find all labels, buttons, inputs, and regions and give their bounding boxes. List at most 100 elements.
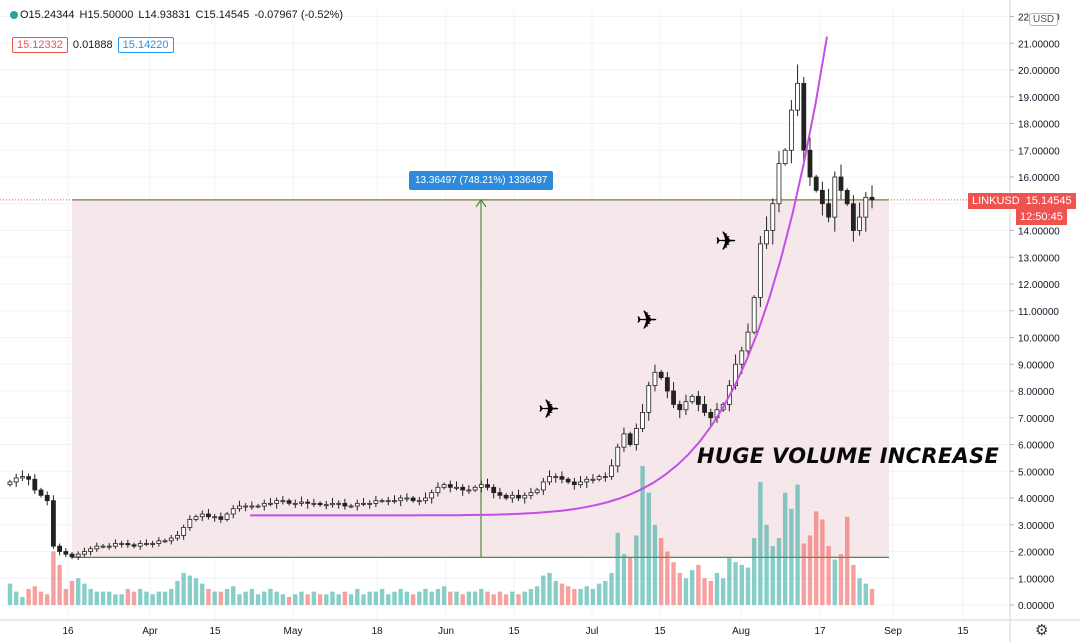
volume-bar bbox=[782, 492, 788, 605]
low-value: L14.93831 bbox=[138, 9, 191, 21]
currency-badge[interactable]: USD bbox=[1029, 13, 1059, 26]
volume-bar bbox=[144, 591, 149, 605]
candle-body bbox=[478, 484, 484, 488]
candle-body bbox=[367, 502, 373, 505]
time-tick-label: 15 bbox=[654, 626, 666, 637]
volume-bar bbox=[665, 551, 670, 605]
measure-label[interactable]: 13.36497 (748.21%) 1336497 bbox=[409, 171, 554, 190]
volume-bar bbox=[553, 580, 558, 605]
buy-button[interactable]: 15.14220 bbox=[117, 37, 174, 53]
candle-body bbox=[75, 553, 81, 558]
price-tick-label: 3.00000 bbox=[1018, 521, 1055, 532]
volume-bar bbox=[466, 591, 472, 605]
volume-bar bbox=[720, 578, 726, 605]
candle-body bbox=[633, 428, 639, 445]
volume-bar bbox=[826, 546, 831, 605]
last-price-label: LINKUSD 15.14545 bbox=[968, 193, 1076, 209]
price-tick-label: 19.00000 bbox=[1018, 93, 1060, 104]
volume-bar bbox=[565, 586, 571, 605]
volume-bar bbox=[150, 594, 155, 605]
time-axis[interactable]: 16 Apr 15 May 18 Jun 15 Jul 15 Aug 17 Sep 15 bbox=[62, 626, 969, 637]
candle-body bbox=[82, 551, 87, 555]
candle-body bbox=[416, 500, 422, 503]
volume-bar bbox=[683, 578, 689, 605]
volume-bar bbox=[603, 580, 608, 605]
volume-bar bbox=[262, 591, 267, 605]
volume-bar bbox=[317, 594, 323, 605]
candle-body bbox=[144, 543, 149, 545]
candle-body bbox=[757, 243, 763, 298]
volume-bar bbox=[404, 591, 410, 605]
volume-bar bbox=[268, 588, 273, 605]
candle-body bbox=[379, 500, 385, 503]
gear-icon[interactable]: ⚙ bbox=[1035, 622, 1049, 639]
candle-body bbox=[268, 502, 273, 505]
volume-bar bbox=[311, 591, 317, 605]
volume-bar bbox=[94, 591, 100, 605]
volume-bars bbox=[7, 465, 875, 605]
volume-bar bbox=[572, 588, 577, 605]
volume-bar bbox=[863, 583, 868, 605]
volume-bar bbox=[435, 588, 441, 605]
volume-bar bbox=[379, 588, 385, 605]
candle-body bbox=[44, 494, 50, 502]
volume-bar bbox=[169, 588, 174, 605]
candle-body bbox=[162, 540, 168, 543]
candle-body bbox=[51, 500, 56, 547]
sell-button[interactable]: 15.12332 bbox=[12, 37, 68, 53]
time-tick-label: May bbox=[284, 626, 303, 637]
candle-body bbox=[175, 535, 180, 539]
volume-bar bbox=[361, 594, 366, 605]
candle-body bbox=[739, 350, 745, 365]
price-tick-label: 2.00000 bbox=[1018, 548, 1055, 559]
volume-bar bbox=[212, 591, 217, 605]
candle-body bbox=[38, 489, 44, 496]
candle-body bbox=[553, 476, 559, 479]
annotation-text: HUGE VOLUME INCREASE bbox=[697, 444, 1000, 468]
candle-body bbox=[423, 497, 428, 502]
candle-body bbox=[156, 540, 162, 544]
parabolic-curve bbox=[250, 36, 828, 517]
candle-body bbox=[596, 476, 602, 480]
candle-body bbox=[392, 500, 397, 503]
volume-bar bbox=[832, 559, 837, 605]
candle-body bbox=[497, 492, 503, 496]
candle-body bbox=[57, 545, 63, 552]
volume-bar bbox=[441, 586, 447, 605]
volume-bar bbox=[125, 588, 131, 605]
volume-bar bbox=[63, 588, 69, 605]
candle-body bbox=[640, 411, 645, 429]
volume-bar bbox=[739, 564, 744, 605]
volume-bar bbox=[503, 594, 509, 605]
candle-body bbox=[503, 494, 509, 499]
close-value: C15.14545 bbox=[195, 9, 250, 21]
candle-body bbox=[373, 500, 379, 504]
volume-bar bbox=[417, 591, 422, 605]
volume-bar bbox=[255, 594, 261, 605]
volume-bar bbox=[51, 551, 56, 605]
candle-body bbox=[13, 477, 19, 483]
candle-body bbox=[838, 176, 844, 191]
volume-bar bbox=[844, 516, 850, 605]
volume-bar bbox=[851, 564, 856, 605]
time-tick-label: 15 bbox=[957, 626, 969, 637]
candle-body bbox=[509, 494, 515, 499]
volume-bar bbox=[869, 588, 875, 605]
candle-body bbox=[819, 189, 825, 205]
volume-bar bbox=[584, 586, 589, 605]
price-tick-label: 18.00000 bbox=[1018, 120, 1060, 131]
candle-body bbox=[274, 500, 280, 504]
candle-body bbox=[342, 502, 348, 507]
candle-body bbox=[609, 465, 614, 477]
candle-body bbox=[708, 411, 714, 419]
candle-body bbox=[311, 502, 317, 505]
candle-body bbox=[199, 513, 205, 518]
candle-body bbox=[336, 502, 342, 505]
price-axis[interactable]: 0.00000 1.00000 2.00000 3.00000 4.00000 5.000… bbox=[1010, 13, 1060, 613]
candle-body bbox=[398, 497, 404, 502]
volume-bar bbox=[702, 578, 707, 605]
volume-bar bbox=[82, 583, 87, 605]
volume-bar bbox=[45, 594, 50, 605]
volume-bar bbox=[355, 588, 360, 605]
